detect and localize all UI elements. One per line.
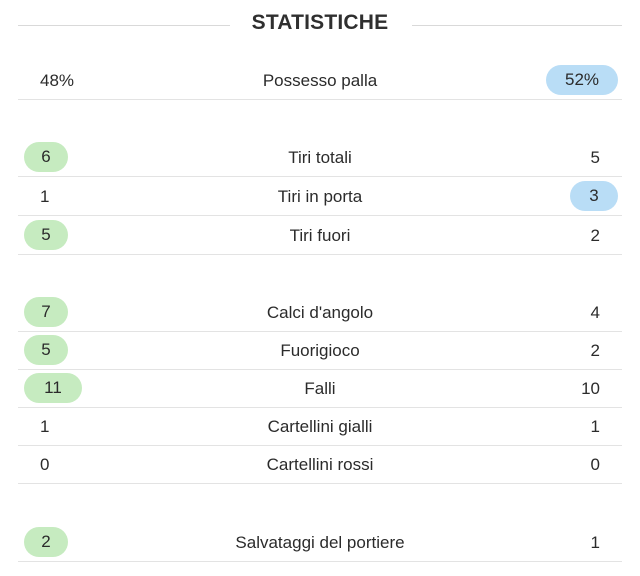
home-value: 1 <box>40 187 50 206</box>
away-value: 5 <box>590 148 600 167</box>
stat-label: Tiri fuori <box>289 226 351 245</box>
stat-label: Tiri in porta <box>277 187 363 206</box>
stat-row-total-shots: 6 Tiri totali 5 <box>18 138 622 177</box>
stats-title: STATISTICHE <box>251 11 389 34</box>
home-value-highlight: 2 <box>24 527 68 557</box>
stat-row-possession: 48% Possesso palla 52% <box>18 61 622 100</box>
stat-row-goalkeeper-saves: 2 Salvataggi del portiere 1 <box>18 523 622 562</box>
away-value: 10 <box>581 379 600 398</box>
stat-label: Falli <box>304 379 336 398</box>
stat-label: Tiri totali <box>288 148 352 167</box>
home-value-highlight: 7 <box>24 297 68 327</box>
home-value: 0 <box>40 455 50 474</box>
home-value: 1 <box>40 417 50 436</box>
home-value-highlight: 5 <box>24 220 68 250</box>
stat-row-shots-on-target: 1 Tiri in porta 3 <box>18 177 622 216</box>
home-value-highlight: 11 <box>24 373 82 403</box>
stat-label: Cartellini gialli <box>267 417 373 436</box>
away-value: 2 <box>590 341 600 360</box>
away-value: 1 <box>590 533 600 552</box>
stat-row-offsides: 5 Fuorigioco 2 <box>18 331 622 370</box>
stat-row-yellow-cards: 1 Cartellini gialli 1 <box>18 407 622 446</box>
stat-row-red-cards: 0 Cartellini rossi 0 <box>18 445 622 484</box>
stat-row-shots-off-target: 5 Tiri fuori 2 <box>18 216 622 255</box>
stat-label: Possesso palla <box>262 71 378 90</box>
stats-header: STATISTICHE <box>18 0 622 50</box>
home-value-highlight: 5 <box>24 335 68 365</box>
away-value: 4 <box>590 303 600 322</box>
home-value: 48% <box>40 71 75 90</box>
home-value-highlight: 6 <box>24 142 68 172</box>
stat-row-corners: 7 Calci d'angolo 4 <box>18 293 622 332</box>
stat-label: Salvataggi del portiere <box>235 533 405 552</box>
header-divider-right <box>412 25 622 26</box>
stat-row-fouls: 11 Falli 10 <box>18 369 622 408</box>
away-value: 2 <box>590 226 600 245</box>
header-divider-left <box>18 25 230 26</box>
away-value: 0 <box>590 455 600 474</box>
stat-label: Fuorigioco <box>280 341 360 360</box>
away-value-highlight: 3 <box>570 181 618 211</box>
away-value: 1 <box>590 417 600 436</box>
stat-label: Calci d'angolo <box>266 303 374 322</box>
away-value-highlight: 52% <box>546 65 618 95</box>
stat-label: Cartellini rossi <box>266 455 374 474</box>
